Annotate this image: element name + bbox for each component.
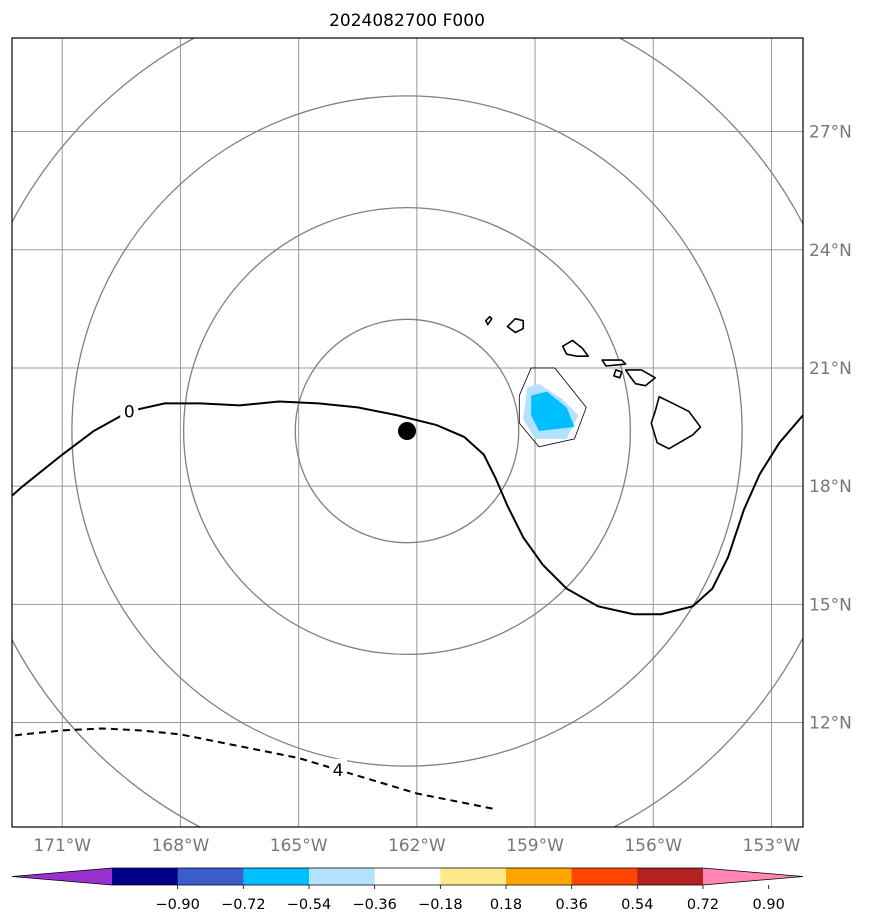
contour-lines: 04 [12,400,803,811]
colorbar-tick-label: 0.54 [621,897,653,913]
axis-tick-labels: 171°W 168°W 165°W 162°W 159°W 156°W 153°W 27°N 2… [33,123,851,856]
storm-center-layer [398,422,416,440]
colorbar-swatch [506,868,573,885]
lon-tick-label: 156°W [624,836,682,856]
island-coastline [613,369,623,379]
lat-tick-label: 18°N [809,477,852,497]
colorbar-tick-label: −0.54 [287,897,331,913]
contour-label: 4 [333,761,344,781]
colorbar-swatch [309,868,376,885]
storm-center-marker [398,422,416,440]
lat-tick-label: 27°N [809,123,852,143]
lon-tick-label: 165°W [270,836,328,856]
island-coastline [561,339,590,357]
shade-outline [518,367,587,448]
lat-tick-label: 12°N [809,714,852,734]
map-title: 2024082700 F000 [329,11,485,31]
colorbar-tick-label: 0.18 [490,897,522,913]
colorbar-tick-label: −0.18 [418,897,462,913]
colorbar-tick-label: 0.90 [753,897,785,913]
lat-tick-label: 24°N [809,241,852,261]
colorbar-swatch [637,868,704,885]
colorbar-swatch [571,868,638,885]
colorbar-swatch [112,868,179,885]
colorbar-tick-label: −0.36 [352,897,396,913]
coastlines [484,315,702,450]
lon-tick-label: 153°W [743,836,801,856]
colorbar-extend-max [703,868,803,885]
range-rings [12,38,803,827]
contour-solid [12,400,803,616]
range-ring [71,95,743,767]
shade-deep-sky-blue [531,391,575,431]
lon-tick-label: 162°W [388,836,446,856]
colorbar-outline [11,867,804,886]
colorbar-swatch [440,868,507,885]
lon-tick-label: 171°W [33,836,91,856]
range-ring [294,318,520,544]
colorbar-tick-label: −0.90 [155,897,199,913]
lon-tick-label: 168°W [152,836,210,856]
island-coastline [624,369,657,387]
lon-tick-label: 159°W [506,836,564,856]
island-coastline [506,317,525,334]
colorbar-extend-min [12,868,112,885]
range-ring [182,206,632,656]
contour-label-bg [120,400,139,421]
colorbar-swatch [243,868,310,885]
map-plot-area: 04 [12,38,803,827]
lat-tick-label: 15°N [809,595,852,615]
colorbar-swatch [374,868,441,885]
lat-tick-label: 21°N [809,359,852,379]
colorbar-tick-label: −0.72 [221,897,265,913]
colorbar: −0.90 −0.72 −0.54 −0.36 −0.18 0.18 0.36 0.54 0.7… [11,867,804,913]
contour-label-bg [329,758,348,779]
island-coastline [484,315,493,326]
island-coastline [601,359,627,367]
shaded-field [518,367,587,448]
contour-dashed [12,727,496,811]
island-coastline [650,395,702,450]
contour-label: 0 [124,402,135,422]
colorbar-tick-label: 0.36 [556,897,588,913]
colorbar-tick-label: 0.72 [687,897,719,913]
colorbar-swatch [177,868,244,885]
map-frame [11,37,804,828]
